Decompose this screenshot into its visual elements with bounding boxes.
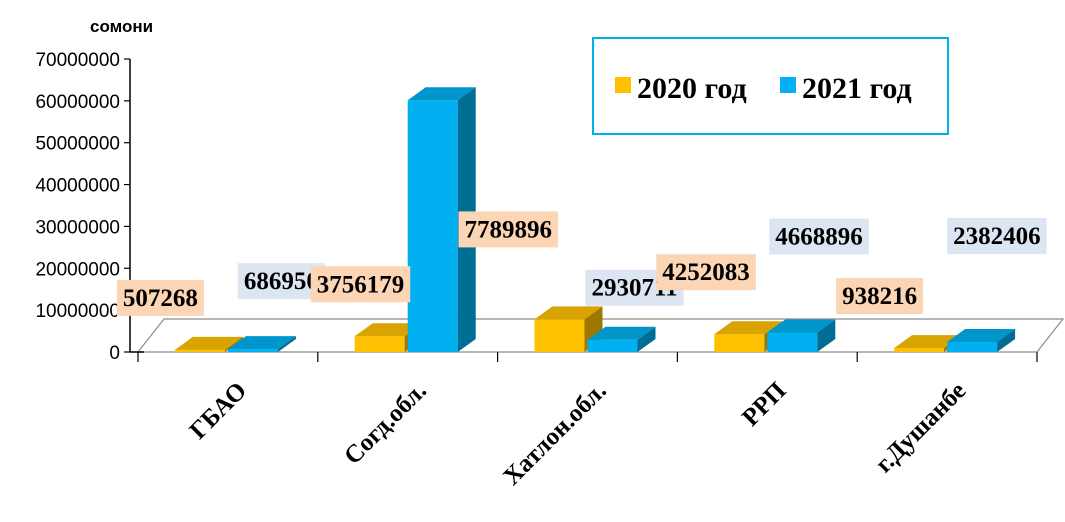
category-label: Хатлон.обл.	[498, 377, 611, 490]
bar-top	[227, 336, 296, 350]
data-label-text: 7789896	[465, 216, 553, 243]
bar-front	[947, 342, 998, 352]
bar-front	[534, 319, 585, 352]
bar-side	[637, 326, 656, 352]
data-label-2020-1: 3756179	[310, 266, 411, 303]
data-label-bg	[947, 218, 1047, 255]
data-label-bg	[116, 279, 204, 316]
bar-2021-4	[947, 329, 1016, 352]
bar-side	[997, 329, 1016, 352]
bar-front	[174, 349, 225, 352]
category-label: Согд.обл.	[339, 377, 432, 470]
data-label-2020-4: 938216	[836, 278, 924, 315]
data-label-2021-0: 686950	[237, 263, 325, 300]
data-label-text: 3756179	[317, 271, 405, 298]
y-tick-label: 10000000	[35, 301, 120, 322]
legend: 2020 год 2021 год	[592, 37, 949, 135]
data-label-text: 686950	[244, 268, 319, 295]
legend-label-2021: 2021 год	[802, 72, 912, 105]
y-tick-label: 70000000	[35, 50, 120, 71]
data-label-text: 4252083	[662, 259, 750, 286]
legend-box	[592, 37, 949, 135]
data-label-text: 2382406	[953, 223, 1041, 250]
bar-front	[354, 336, 405, 352]
y-tick-label: 40000000	[35, 176, 120, 197]
y-unit-label: сомони	[90, 17, 153, 36]
bar-top	[894, 335, 963, 349]
data-label-text: 938216	[842, 283, 917, 310]
bar-top	[407, 87, 476, 101]
data-labels: 5072686869503756179601514017789896293071…	[116, 211, 1047, 316]
category-label: РРП	[737, 377, 791, 431]
bar-side	[277, 336, 296, 352]
bar-side	[817, 319, 836, 352]
bar-top	[714, 321, 783, 335]
bar-front	[714, 334, 765, 352]
data-label-bg	[836, 278, 924, 315]
y-tick-label: 20000000	[35, 259, 120, 280]
y-tick-label: 50000000	[35, 134, 120, 155]
data-label-2021-4: 2382406	[947, 218, 1047, 255]
bar-top	[174, 336, 243, 350]
y-tick-label: 0	[109, 343, 120, 364]
bar-front	[407, 100, 458, 352]
y-tick-label: 60000000	[35, 92, 120, 113]
bar-2021-3	[767, 319, 836, 352]
bar-front	[227, 349, 278, 352]
category-label: ГБАО	[185, 377, 252, 444]
y-axis: 0 10000000 20000000 30000000 40000000 5000000…	[35, 50, 1038, 364]
category-label: г.Душанбе	[870, 377, 971, 478]
legend-swatch-2020	[615, 77, 631, 93]
y-tick-label: 30000000	[35, 217, 120, 238]
bar-front	[894, 348, 945, 352]
bar-front	[587, 339, 638, 352]
bar-2021-0	[227, 336, 296, 352]
data-label-text: 4668896	[775, 223, 863, 250]
bar-top	[534, 306, 603, 320]
bar-front	[767, 332, 818, 352]
data-label-bg	[458, 211, 558, 248]
data-label-2021-3: 4668896	[769, 218, 869, 255]
data-label-2020-2: 7789896	[458, 211, 558, 248]
bar-top	[587, 326, 656, 340]
bar-top	[767, 319, 836, 333]
data-label-2020-0: 507268	[116, 279, 204, 316]
bar-2021-2	[587, 326, 656, 352]
legend-label-2020: 2020 год	[637, 72, 747, 105]
data-label-bg	[237, 263, 325, 300]
legend-swatch-2021	[780, 77, 796, 93]
data-label-bg	[769, 218, 869, 255]
category-labels: ГБАО Согд.обл. Хатлон.обл. РРП г.Душанбе	[185, 377, 972, 490]
data-label-2020-3: 4252083	[656, 254, 756, 291]
data-label-text: 507268	[123, 285, 198, 312]
data-label-bg	[310, 266, 411, 303]
data-label-bg	[656, 254, 756, 291]
bar-top	[947, 329, 1016, 343]
bar-top	[354, 323, 423, 337]
